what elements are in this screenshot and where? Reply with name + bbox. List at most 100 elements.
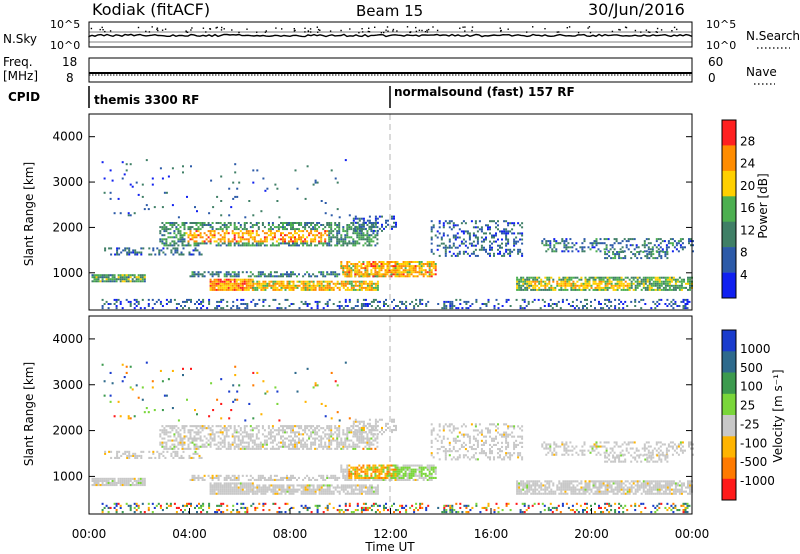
power-cell [103, 303, 106, 305]
power-cell [561, 298, 564, 301]
power-cell [330, 228, 333, 231]
power-cell [520, 280, 523, 283]
velocity-cell [302, 445, 305, 448]
nsearch-dot [304, 27, 306, 29]
power-cell [624, 284, 627, 287]
power-cell [582, 305, 584, 307]
power-cell [129, 276, 132, 279]
velocity-cell [310, 425, 313, 428]
power-cell [635, 246, 638, 249]
power-cell [644, 280, 647, 283]
power-cell [195, 224, 198, 226]
power-cell [222, 307, 225, 310]
power-cell [438, 220, 441, 223]
power-cell [312, 280, 315, 283]
velocity-cell [370, 484, 373, 487]
velocity-cell [275, 433, 278, 436]
velocity-cell [165, 445, 168, 448]
power-cell [235, 282, 238, 285]
velocity-cell [257, 425, 260, 428]
power-cell [574, 284, 577, 287]
velocity-cell [219, 492, 222, 495]
velocity-cell [254, 486, 257, 489]
power-cell [188, 253, 191, 256]
power-cell [576, 280, 579, 283]
power-cell [117, 276, 120, 279]
power-cell [108, 247, 111, 250]
velocity-cell [296, 425, 298, 428]
power-cell [284, 273, 286, 276]
power-cell [491, 220, 493, 223]
velocity-cell [356, 439, 359, 442]
power-cell [672, 303, 675, 305]
velocity-cell [231, 486, 234, 489]
power-cell [374, 217, 377, 220]
power-cell [348, 265, 351, 268]
power-cell [376, 232, 379, 235]
power-cell [242, 298, 245, 301]
velocity-cell [290, 425, 292, 428]
power-cell [221, 280, 224, 283]
power-cell [611, 244, 614, 247]
power-cell [551, 303, 554, 305]
velocity-cell [306, 484, 309, 487]
power-cell [171, 222, 174, 224]
velocity-cell [140, 456, 143, 459]
power-cell [648, 257, 651, 260]
velocity-cell [161, 429, 164, 432]
power-cell [263, 244, 266, 247]
power-cell [564, 276, 567, 279]
power-cell [258, 284, 261, 287]
velocity-cell [148, 456, 151, 459]
velocity-cell [203, 478, 206, 481]
power-cell [684, 298, 687, 301]
power-cell [298, 222, 300, 224]
power-cell [163, 228, 166, 231]
power-cell [368, 280, 371, 283]
velocity-cell [183, 429, 186, 432]
power-cell [117, 197, 120, 200]
power-cell [572, 284, 575, 287]
power-cell [618, 286, 621, 289]
power-cell [133, 303, 136, 305]
velocity-cell [316, 431, 319, 434]
power-cell [370, 222, 373, 224]
power-cell [570, 286, 573, 289]
power-cells [91, 159, 694, 310]
power-cell [600, 286, 603, 289]
power-cell [199, 242, 202, 245]
velocity-cell [179, 435, 182, 438]
power-cell [344, 275, 347, 278]
power-cell [197, 242, 200, 245]
power-cell [475, 300, 478, 303]
velocity-cell [338, 476, 341, 479]
velocity-cell [280, 441, 282, 444]
power-cell [517, 252, 520, 255]
velocity-cell [314, 437, 317, 440]
power-cell [551, 248, 554, 251]
power-cell [282, 282, 285, 285]
power-cell [651, 248, 654, 251]
power-cell [640, 282, 643, 285]
velocity-cell [249, 478, 252, 481]
velocity-cell [229, 478, 232, 481]
power-cell [201, 224, 204, 226]
velocity-cell [342, 429, 345, 432]
velocity-cell [185, 425, 188, 428]
power-cell [456, 246, 459, 249]
power-cell [670, 305, 673, 307]
power-cell [425, 303, 428, 305]
velocity-cell [288, 488, 291, 491]
power-cell [346, 305, 349, 307]
velocity-cell [245, 488, 248, 491]
power-cell [410, 261, 413, 263]
power-cell [668, 288, 671, 291]
power-cell [660, 298, 663, 301]
power-cell [505, 244, 508, 247]
power-cell [556, 284, 559, 287]
velocity-cell [227, 484, 230, 487]
power-cell [261, 240, 264, 243]
power-cell [666, 253, 669, 256]
power-cell [520, 286, 523, 289]
power-cell [239, 286, 242, 289]
